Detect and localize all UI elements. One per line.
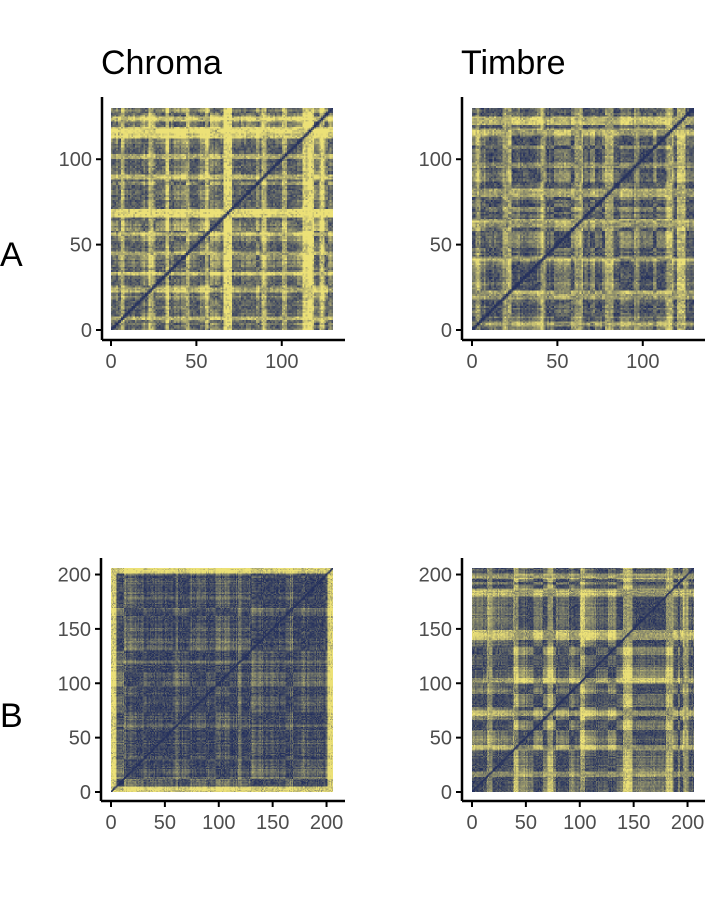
- x-tick-label: 100: [265, 351, 298, 373]
- x-tick-label: 0: [466, 351, 477, 373]
- y-tick-label: 150: [58, 619, 91, 641]
- y-tick-label: 100: [58, 673, 91, 695]
- x-tick-label: 50: [185, 351, 207, 373]
- y-tick-label: 150: [419, 619, 452, 641]
- x-tick-label: 50: [515, 812, 537, 834]
- y-tick-label: 50: [70, 235, 92, 257]
- column-title-chroma: Chroma: [101, 44, 222, 82]
- heatmap-cells: [472, 568, 694, 792]
- x-tick-label: 0: [105, 812, 116, 834]
- x-tick-label: 100: [202, 812, 235, 834]
- y-tick-label: 100: [419, 673, 452, 695]
- y-tick-label: 0: [441, 320, 452, 342]
- x-tick-label: 100: [563, 812, 596, 834]
- row-label-b: B: [0, 697, 23, 735]
- x-tick-label: 200: [310, 812, 343, 834]
- x-tick-label: 50: [546, 351, 568, 373]
- x-tick-label: 200: [671, 812, 704, 834]
- x-tick-label: 100: [626, 351, 659, 373]
- y-tick-label: 50: [69, 728, 91, 750]
- x-tick-label: 150: [617, 812, 650, 834]
- y-tick-label: 0: [80, 782, 91, 804]
- heatmap-cells: [472, 108, 694, 330]
- y-tick-label: 50: [430, 235, 452, 257]
- x-tick-label: 50: [154, 812, 176, 834]
- y-tick-label: 200: [58, 565, 91, 587]
- x-tick-label: 0: [105, 351, 116, 373]
- x-tick-label: 0: [466, 812, 477, 834]
- y-tick-label: 100: [59, 149, 92, 171]
- y-tick-label: 50: [430, 728, 452, 750]
- y-tick-label: 200: [419, 565, 452, 587]
- heatmap-cells: [111, 568, 333, 792]
- y-tick-label: 0: [441, 782, 452, 804]
- column-title-timbre: Timbre: [461, 44, 566, 82]
- y-tick-label: 100: [419, 149, 452, 171]
- y-tick-label: 0: [81, 320, 92, 342]
- row-label-a: A: [0, 236, 23, 274]
- x-tick-label: 150: [256, 812, 289, 834]
- heatmap-cells: [111, 108, 333, 330]
